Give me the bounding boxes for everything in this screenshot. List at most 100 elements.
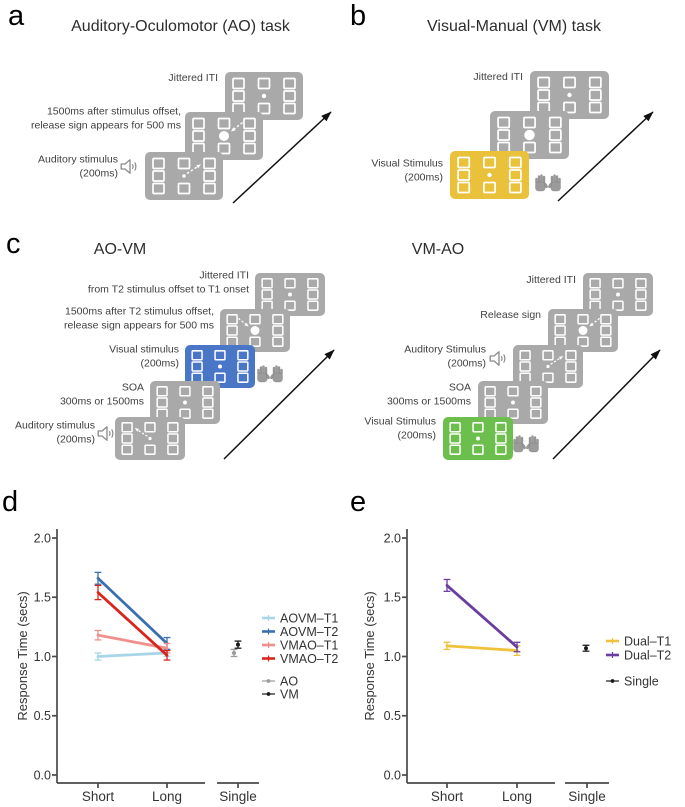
cl-step-label-1: SOA 300ms or 1500ms	[0, 381, 144, 408]
screen-content	[449, 422, 507, 455]
y-tick-label: 1.0	[384, 650, 401, 664]
cr-screen-4	[583, 273, 653, 316]
panel-label-e: e	[350, 486, 367, 518]
screen-content	[497, 116, 562, 154]
y-tick-label: 0.0	[384, 768, 401, 782]
cl-screen-1	[150, 381, 220, 424]
legend-label: Dual–T1	[624, 635, 671, 649]
cr-step-label-2-line-1: (200ms)	[447, 357, 486, 369]
y-tick-label: 1.0	[34, 650, 51, 664]
x-tick-label: Long	[502, 789, 532, 804]
series-line	[96, 633, 169, 650]
cl-step-label-0-line-0: Auditory stimulus	[15, 419, 95, 432]
panel-c-vmao-title: VM-AO	[411, 241, 465, 258]
b-step-label-2: Jittered ITI	[263, 71, 523, 85]
panel-a-title: Auditory-Oculomotor (AO) task	[71, 18, 290, 35]
cl-step-label-3-line-0: 1500ms after T2 stimulus offset,	[64, 305, 214, 318]
cl-screen-3	[220, 309, 290, 352]
screen-content	[484, 386, 542, 419]
screen-content	[261, 278, 319, 311]
cr-step-label-1: SOA 300ms or 1500ms	[211, 381, 471, 408]
panel-label-d: d	[2, 486, 19, 518]
y-tick-label: 2.0	[34, 531, 51, 545]
x-tick-label-single: Single	[568, 789, 606, 804]
y-tick-label: 0.5	[34, 709, 51, 723]
panel-label-c: c	[6, 228, 21, 260]
screen-content	[226, 314, 284, 347]
a-step-label-1-line-1: release sign appears for 500 ms	[31, 119, 181, 131]
legend-label: Single	[624, 675, 659, 689]
y-tick-label: 0.0	[34, 768, 51, 782]
y-axis-label: Response Time (secs)	[15, 591, 30, 720]
y-tick-label: 1.5	[384, 591, 401, 605]
y-axis-label: Response Time (secs)	[362, 591, 377, 720]
cr-icon-2	[489, 350, 508, 372]
hands-icon	[535, 174, 561, 192]
cr-screen-3	[548, 309, 618, 352]
speaker-icon	[120, 159, 137, 174]
legend-label: AOVM–T1	[280, 612, 338, 626]
series-line	[96, 591, 169, 657]
cr-step-label-0: Visual Stimulus (200ms)	[176, 415, 436, 442]
panel-label-a: a	[8, 0, 25, 32]
b-icon-0	[535, 174, 561, 197]
cl-step-label-1-line-1: 300ms or 1500ms	[59, 395, 144, 407]
cr-step-label-2: Auditory Stimulus (200ms)	[226, 343, 486, 370]
a-step-label-0: Auditory stimulus (200ms)	[0, 153, 118, 180]
legend-label: VMAO–T1	[280, 639, 338, 653]
b-step-label-0-line-1: (200ms)	[404, 171, 443, 183]
series-AOVM–T2	[94, 571, 171, 651]
single-point-AO	[230, 648, 238, 658]
cl-step-label-2-line-0: Visual stimulus	[109, 343, 179, 356]
series-Dual–T2	[443, 578, 521, 653]
a-screen-0	[145, 152, 223, 200]
legend-label: VM	[280, 688, 299, 702]
series-line	[445, 644, 519, 652]
a-step-label-2: Jittered ITI	[0, 72, 218, 86]
a-step-label-0-line-0: Auditory stimulus	[38, 153, 118, 166]
b-screen-0	[450, 151, 529, 199]
cr-step-label-4-line-0: Jittered ITI	[526, 274, 576, 287]
cr-step-label-0-line-0: Visual Stimulus	[364, 415, 436, 428]
cl-screen-0	[115, 417, 185, 460]
a-step-label-1-line-0: 1500ms after stimulus offset,	[46, 105, 181, 118]
speaker-icon	[489, 351, 506, 366]
b-step-label-0: Visual Stimulus (200ms)	[183, 157, 443, 184]
single-point-VM	[234, 640, 242, 649]
b-step-label-2-line-0: Jittered ITI	[473, 71, 523, 84]
x-tick-label: Short	[82, 789, 115, 804]
y-tick-label: 2.0	[384, 531, 401, 545]
cl-step-label-0: Auditory stimulus (200ms)	[0, 419, 95, 446]
cr-step-label-2-line-0: Auditory Stimulus	[404, 343, 486, 356]
panel-label-b: b	[350, 0, 367, 32]
single-point-Single	[582, 644, 590, 652]
cl-screen-4	[255, 273, 325, 316]
a-step-label-2-line-0: Jittered ITI	[168, 72, 218, 85]
series-Dual–T1	[443, 641, 521, 656]
legend-label: Dual–T2	[624, 649, 671, 663]
a-icon-0	[120, 158, 139, 180]
y-tick-label: 0.5	[384, 709, 401, 723]
cl-step-label-0-line-1: (200ms)	[56, 433, 95, 445]
cr-step-label-4: Jittered ITI	[316, 274, 576, 288]
y-tick-label: 1.5	[34, 591, 51, 605]
cr-step-label-3: Release sign	[281, 309, 541, 323]
panel-b-title: Visual-Manual (VM) task	[427, 18, 601, 35]
legend-label: AOVM–T2	[280, 625, 338, 639]
cr-step-label-0-line-1: (200ms)	[397, 429, 436, 441]
x-tick-label: Short	[431, 789, 464, 804]
cl-step-label-1-line-0: SOA	[121, 381, 144, 394]
cr-screen-0	[443, 417, 513, 460]
legend-label: AO	[280, 675, 298, 689]
chart-d: 0.0 0.5 1.0 1.5 2.0 Response Time (secs) Short…	[15, 529, 338, 804]
x-tick-label: Long	[152, 789, 182, 804]
series-line	[96, 651, 169, 658]
chart-e: 0.0 0.5 1.0 1.5 2.0 Response Time (secs) Short…	[362, 529, 671, 804]
screen-content	[152, 157, 216, 195]
series-VMAO–T2	[94, 584, 171, 661]
cl-step-label-4-line-0: Jittered ITI	[199, 269, 249, 282]
cr-step-label-1-line-0: SOA	[448, 381, 471, 394]
cl-step-label-3-line-1: release sign appears for 500 ms	[64, 319, 214, 331]
